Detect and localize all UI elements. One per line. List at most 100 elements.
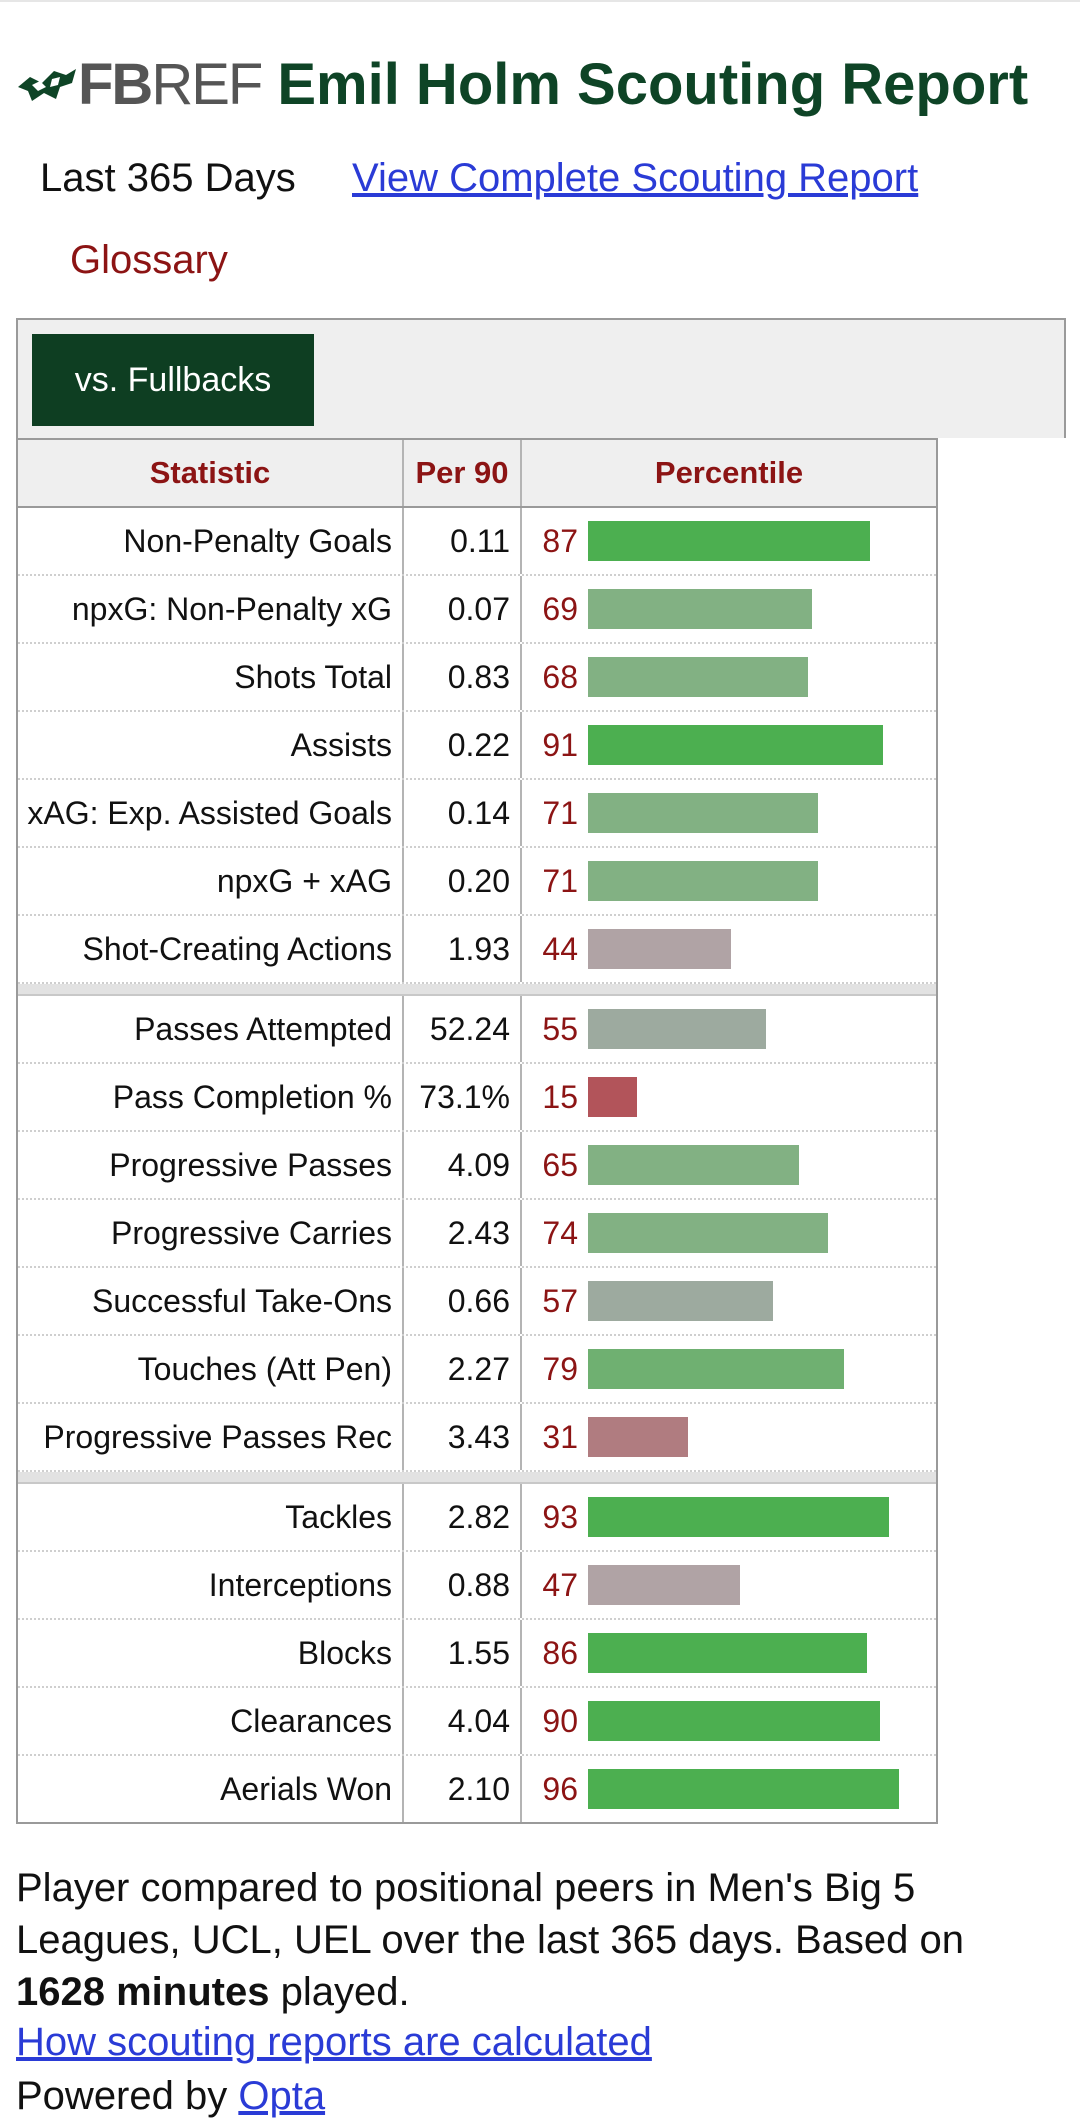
per90-value: 2.43 (404, 1200, 522, 1266)
page-header: FBREF Emil Holm Scouting Report (16, 50, 1028, 120)
fbref-logo[interactable]: FBREF (16, 56, 263, 114)
percentile-value: 15 (542, 1078, 578, 1115)
percentile-cell: 86 (522, 1620, 936, 1686)
percentile-bar (588, 793, 818, 833)
complete-report-link[interactable]: View Complete Scouting Report (352, 156, 919, 200)
stat-label[interactable]: Shots Total (18, 644, 404, 710)
table-row: Aerials Won 2.10 96 (18, 1756, 936, 1822)
stat-label[interactable]: Shot-Creating Actions (18, 916, 404, 982)
stat-label[interactable]: Touches (Att Pen) (18, 1336, 404, 1402)
table-row: xAG: Exp. Assisted Goals 0.14 71 (18, 780, 936, 848)
logo-fb: FB (78, 52, 153, 117)
header-per90[interactable]: Per 90 (404, 440, 522, 506)
percentile-cell: 71 (522, 848, 936, 914)
percentile-value: 69 (542, 590, 578, 627)
stat-label[interactable]: Assists (18, 712, 404, 778)
percentile-bar (588, 1077, 637, 1117)
footer-note: Player compared to positional peers in M… (16, 1862, 1056, 2018)
stat-label[interactable]: Progressive Passes (18, 1132, 404, 1198)
percentile-bar (588, 929, 731, 969)
percentile-value: 86 (542, 1634, 578, 1671)
period-label: Last 365 Days (40, 156, 296, 200)
header-percentile[interactable]: Percentile (654, 455, 804, 490)
group-separator (18, 984, 936, 996)
percentile-bar (588, 1633, 867, 1673)
stat-label[interactable]: Pass Completion % (18, 1064, 404, 1130)
group-separator (18, 1472, 936, 1484)
logo-text: FBREF (78, 56, 263, 114)
table-row: Progressive Passes 4.09 65 (18, 1132, 936, 1200)
stat-label[interactable]: Non-Penalty Goals (18, 508, 404, 574)
stat-label[interactable]: Interceptions (18, 1552, 404, 1618)
glossary-link[interactable]: Glossary (70, 238, 228, 282)
percentile-bar (588, 1417, 688, 1457)
stat-label[interactable]: Progressive Carries (18, 1200, 404, 1266)
logo-ref: REF (151, 52, 263, 117)
percentile-bar (588, 1565, 740, 1605)
percentile-value: 68 (542, 658, 578, 695)
percentile-bar (588, 1145, 799, 1185)
percentile-cell: 44 (522, 916, 936, 982)
percentile-value: 71 (542, 862, 578, 899)
stat-label[interactable]: Successful Take-Ons (18, 1268, 404, 1334)
per90-value: 52.24 (404, 996, 522, 1062)
percentile-bar (588, 1213, 828, 1253)
stat-label[interactable]: npxG + xAG (18, 848, 404, 914)
table-row: Non-Penalty Goals 0.11 87 (18, 508, 936, 576)
percentile-cell: 55 (522, 996, 936, 1062)
percentile-value: 71 (542, 794, 578, 831)
percentile-value: 93 (542, 1498, 578, 1535)
percentile-cell: 71 (522, 780, 936, 846)
table-row: Tackles 2.82 93 (18, 1484, 936, 1552)
percentile-cell: 74 (522, 1200, 936, 1266)
per90-value: 0.88 (404, 1552, 522, 1618)
page-title: Emil Holm Scouting Report (277, 52, 1029, 117)
stat-label[interactable]: Clearances (18, 1688, 404, 1754)
percentile-cell: 69 (522, 576, 936, 642)
opta-link[interactable]: Opta (238, 2074, 326, 2118)
table-row: Passes Attempted 52.24 55 (18, 996, 936, 1064)
percentile-value: 57 (542, 1282, 578, 1319)
percentile-value: 96 (542, 1770, 578, 1807)
percentile-cell: 47 (522, 1552, 936, 1618)
per90-value: 0.20 (404, 848, 522, 914)
percentile-cell: 79 (522, 1336, 936, 1402)
stat-label[interactable]: Blocks (18, 1620, 404, 1686)
table-row: Successful Take-Ons 0.66 57 (18, 1268, 936, 1336)
table-row: Progressive Carries 2.43 74 (18, 1200, 936, 1268)
vs-fullbacks-button[interactable]: vs. Fullbacks (32, 334, 314, 426)
stat-label[interactable]: npxG: Non-Penalty xG (18, 576, 404, 642)
stat-label[interactable]: Progressive Passes Rec (18, 1404, 404, 1470)
per90-value: 2.82 (404, 1484, 522, 1550)
per90-value: 0.83 (404, 644, 522, 710)
percentile-cell: 68 (522, 644, 936, 710)
percentile-bar (588, 657, 808, 697)
table-row: Clearances 4.04 90 (18, 1688, 936, 1756)
percentile-cell: 57 (522, 1268, 936, 1334)
percentile-value: 47 (542, 1566, 578, 1603)
per90-value: 1.93 (404, 916, 522, 982)
percentile-value: 87 (542, 522, 578, 559)
percentile-bar (588, 1349, 844, 1389)
comparison-filter-bar: vs. Fullbacks (16, 318, 1066, 438)
per90-value: 4.04 (404, 1688, 522, 1754)
stat-label[interactable]: Passes Attempted (18, 996, 404, 1062)
table-header: Statistic Per 90 Percentile (18, 440, 936, 508)
header-statistic[interactable]: Statistic (18, 440, 404, 506)
how-calculated-link[interactable]: How scouting reports are calculated (16, 2020, 652, 2064)
table-row: Shots Total 0.83 68 (18, 644, 936, 712)
percentile-bar (588, 1769, 899, 1809)
percentile-value: 55 (542, 1010, 578, 1047)
table-row: Assists 0.22 91 (18, 712, 936, 780)
percentile-cell: 31 (522, 1404, 936, 1470)
percentile-bar (588, 861, 818, 901)
per90-value: 1.55 (404, 1620, 522, 1686)
per90-value: 4.09 (404, 1132, 522, 1198)
stat-label[interactable]: xAG: Exp. Assisted Goals (18, 780, 404, 846)
percentile-cell: 15 (522, 1064, 936, 1130)
table-row: npxG: Non-Penalty xG 0.07 69 (18, 576, 936, 644)
stat-label[interactable]: Tackles (18, 1484, 404, 1550)
stat-label[interactable]: Aerials Won (18, 1756, 404, 1822)
table-row: Pass Completion % 73.1% 15 (18, 1064, 936, 1132)
table-row: Touches (Att Pen) 2.27 79 (18, 1336, 936, 1404)
